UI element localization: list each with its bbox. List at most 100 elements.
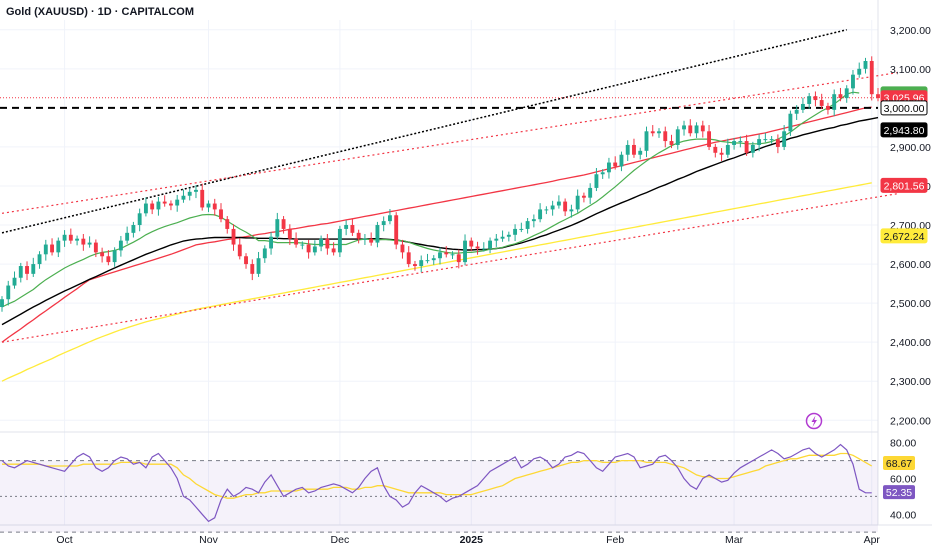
time-tick-label: Apr — [864, 534, 881, 546]
candle — [600, 169, 605, 179]
candle-body — [400, 244, 405, 253]
candle — [375, 221, 380, 248]
candle — [356, 229, 361, 244]
candle — [863, 57, 868, 74]
candle-body — [150, 203, 155, 210]
candle — [419, 255, 424, 273]
candle-body — [469, 240, 474, 247]
candle-body — [531, 219, 536, 222]
price-tag: 3,000.00 — [880, 100, 928, 116]
candle-body — [575, 195, 580, 210]
candle-body — [700, 125, 705, 132]
channel-line — [1, 193, 897, 343]
candle-body — [225, 219, 230, 229]
lightning-icon[interactable] — [805, 412, 823, 430]
candle — [262, 245, 267, 263]
candle — [844, 85, 849, 103]
candle — [206, 200, 211, 213]
candle — [388, 209, 392, 225]
candle — [857, 62, 862, 78]
rsi-tick-label: 60.00 — [890, 474, 916, 486]
candle-body — [669, 141, 674, 145]
price-tick-label: 2,500.00 — [890, 298, 931, 310]
candle-body — [569, 209, 574, 212]
candle — [750, 141, 755, 158]
candle-body — [838, 94, 843, 99]
candle — [131, 221, 136, 238]
candle — [413, 260, 417, 271]
candle — [425, 253, 430, 264]
rsi-panel — [0, 443, 878, 533]
candle-body — [244, 256, 248, 265]
candle — [713, 143, 718, 158]
candle-body — [794, 109, 799, 114]
candle — [250, 259, 255, 281]
candle — [500, 230, 505, 242]
candle-body — [43, 244, 48, 255]
candle — [319, 235, 324, 252]
time-axis[interactable]: Oct Nov Dec 2025 Feb Mar Apr — [56, 534, 880, 546]
price-tick-label: 3,100.00 — [890, 64, 931, 76]
candle-body — [31, 264, 36, 274]
candle-body — [550, 205, 555, 210]
candle-body — [381, 221, 386, 226]
candle — [187, 188, 192, 201]
candle — [225, 216, 230, 234]
candle — [369, 232, 374, 246]
candle-body — [800, 103, 805, 110]
candle — [738, 136, 743, 148]
candle — [694, 122, 699, 138]
candle — [87, 236, 92, 248]
candle-body — [131, 225, 136, 233]
candle-body — [657, 131, 661, 134]
candle-body — [331, 248, 336, 253]
candle — [826, 102, 830, 115]
candle — [244, 253, 248, 269]
candle — [62, 230, 67, 247]
candle-body — [6, 285, 11, 300]
candle — [50, 238, 54, 256]
candle — [531, 214, 536, 228]
candle — [106, 250, 111, 266]
candle — [769, 135, 774, 144]
candle-body — [594, 174, 599, 188]
candle — [657, 128, 661, 138]
time-tick-label: Oct — [56, 534, 72, 546]
candle — [325, 234, 330, 255]
candle-body — [237, 244, 242, 257]
candle-body — [406, 252, 411, 265]
candle — [444, 246, 449, 258]
candle — [469, 237, 474, 252]
candle — [757, 134, 762, 152]
candle — [212, 198, 217, 216]
price-tag-label: 2,672.24 — [884, 231, 925, 243]
candle-body — [212, 203, 217, 210]
candle-body — [312, 246, 317, 253]
rsi-axis[interactable]: 80.00 60.00 40.00 68.67 52.35 — [883, 438, 916, 522]
candle — [169, 200, 173, 211]
candle-body — [682, 125, 686, 130]
time-tick-label: Dec — [331, 534, 350, 546]
candle — [682, 120, 686, 136]
candle — [732, 137, 737, 150]
ma-100-line — [1, 106, 872, 343]
candle — [719, 148, 724, 161]
candle-body — [844, 88, 849, 99]
candle-body — [137, 213, 142, 226]
candle — [707, 125, 711, 151]
candle-body — [613, 162, 618, 167]
price-tick-label: 2,300.00 — [890, 376, 931, 388]
candle — [100, 247, 105, 263]
price-tag: 2,672.24 — [880, 228, 928, 244]
rsi-value-box — [883, 455, 915, 470]
candle-body — [231, 228, 236, 245]
candle — [638, 147, 643, 160]
candle-body — [206, 203, 211, 208]
candle-body — [181, 195, 186, 200]
candle — [12, 271, 17, 289]
candle-body — [519, 228, 524, 230]
candle-body — [456, 254, 461, 263]
candle — [663, 126, 668, 148]
candle — [337, 225, 342, 258]
